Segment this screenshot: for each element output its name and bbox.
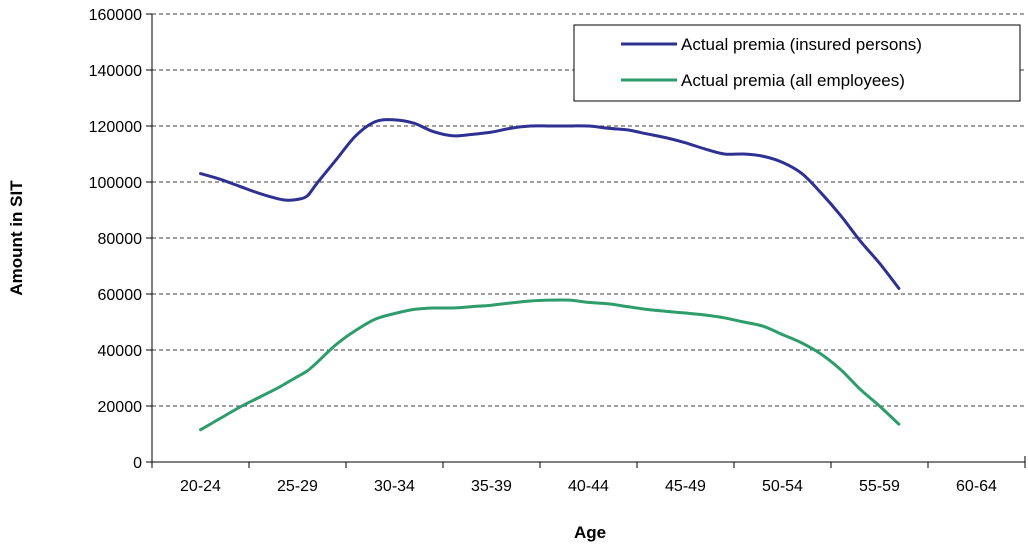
legend: Actual premia (insured persons) Actual pr… — [573, 24, 1021, 102]
y-tick-label-5: 100000 — [89, 175, 142, 192]
tick-labels: 0 20000 40000 60000 80000 100000 120000 140000 1… — [89, 7, 997, 495]
axes — [146, 13, 1026, 468]
legend-label-1: Actual premia (all employees) — [681, 71, 905, 90]
series-line-1 — [199, 298, 901, 432]
y-tick-label-1: 20000 — [98, 399, 143, 416]
x-tick-label-3: 35-39 — [471, 478, 512, 495]
x-tick-label-5: 45-49 — [665, 478, 706, 495]
series-lines — [199, 118, 901, 432]
series-line-0 — [199, 118, 901, 290]
x-tick-label-7: 55-59 — [859, 478, 900, 495]
x-axis-title: Age — [574, 523, 606, 542]
x-tick-label-8: 60-64 — [956, 478, 997, 495]
y-tick-label-2: 40000 — [98, 343, 143, 360]
y-tick-label-0: 0 — [133, 455, 142, 472]
x-tick-label-4: 40-44 — [568, 478, 609, 495]
x-tick-label-6: 50-54 — [762, 478, 803, 495]
x-tick-label-0: 20-24 — [180, 478, 221, 495]
legend-box — [573, 24, 1021, 102]
y-tick-label-8: 160000 — [89, 7, 142, 24]
y-tick-label-3: 60000 — [98, 287, 143, 304]
y-tick-label-6: 120000 — [89, 119, 142, 136]
y-axis-title: Amount in SIT — [7, 180, 26, 296]
x-tick-label-2: 30-34 — [374, 478, 415, 495]
legend-label-0: Actual premia (insured persons) — [681, 35, 922, 54]
y-tick-label-7: 140000 — [89, 63, 142, 80]
y-tick-label-4: 80000 — [98, 231, 143, 248]
x-tick-label-1: 25-29 — [277, 478, 318, 495]
